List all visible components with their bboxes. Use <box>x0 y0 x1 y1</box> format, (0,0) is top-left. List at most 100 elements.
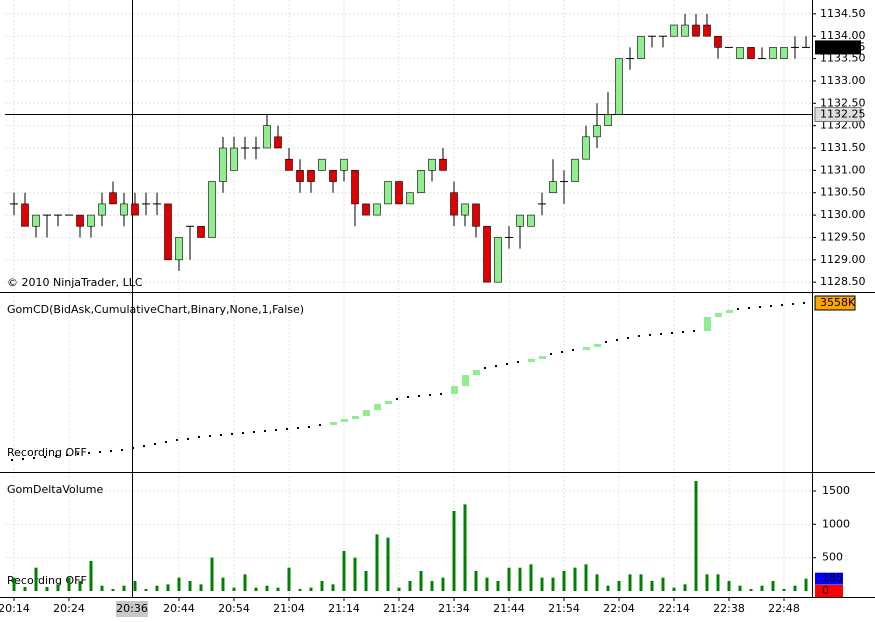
candle-body <box>461 203 469 216</box>
volume-bar <box>144 589 148 591</box>
indicator-title: GomDeltaVolume <box>7 483 103 496</box>
cumulative-delta-mark <box>759 306 761 308</box>
volume-bar <box>122 585 126 591</box>
indicator-title: GomCD(BidAsk,CumulativeChart,Binary,None… <box>7 303 304 316</box>
candle-body <box>98 203 106 216</box>
crosshair-price-label: 1132.25 <box>820 107 866 120</box>
cumulative-delta-mark <box>583 347 590 350</box>
volume-bar <box>331 584 335 591</box>
cumulative-delta-mark <box>649 334 651 336</box>
candle-body <box>472 203 480 227</box>
candle-body <box>120 203 128 216</box>
volume-bar <box>67 577 71 591</box>
volume-bar <box>265 585 269 591</box>
last-value-label: 3558K <box>820 296 856 309</box>
cumulative-delta-mark <box>77 453 79 455</box>
last-price-label: 1133.75 <box>820 40 866 53</box>
x-tick-label: 20:14 <box>0 602 30 615</box>
cumulative-delta-mark <box>143 445 145 447</box>
cumulative-delta-mark <box>11 459 13 461</box>
candle-body <box>109 192 117 205</box>
volume-bar <box>12 577 16 591</box>
cumulative-delta-mark <box>374 404 381 410</box>
volume-bar <box>485 577 489 591</box>
x-tick-label: 20:44 <box>163 602 195 615</box>
volume-bar <box>738 585 742 591</box>
candle-body <box>274 136 282 149</box>
candle-body <box>494 237 502 283</box>
cumulative-delta-mark <box>561 351 563 353</box>
candle-body <box>362 203 370 216</box>
volume-bar <box>155 585 159 591</box>
volume-bar <box>111 589 115 591</box>
cumulative-delta-mark <box>737 308 739 310</box>
cumulative-delta-mark <box>220 434 222 436</box>
volume-bar <box>771 581 775 591</box>
cumulative-delta-mark <box>363 410 370 416</box>
cumulative-delta-mark <box>264 430 266 432</box>
volume-bar <box>298 589 302 591</box>
y-tick-label: 1133.50 <box>820 52 866 65</box>
candle-body <box>87 214 95 227</box>
candle-body <box>571 158 579 182</box>
candle-body <box>318 158 326 171</box>
cumulative-delta-mark <box>286 428 288 430</box>
cumulative-delta-mark <box>440 393 442 395</box>
volume-bar <box>617 581 621 591</box>
volume-bar <box>419 571 423 591</box>
candle-body <box>604 114 612 126</box>
cumulative-delta-mark <box>88 452 90 454</box>
x-tick-label: 22:04 <box>603 602 635 615</box>
volume-bar <box>672 587 676 591</box>
volume-bar <box>397 587 401 591</box>
cumulative-delta-mark <box>110 450 112 452</box>
candle-body <box>296 170 304 182</box>
candle-body <box>736 47 744 59</box>
candle-body <box>373 203 381 216</box>
candle-body <box>582 136 590 160</box>
volume-bar <box>452 511 456 591</box>
cumulative-delta-mark <box>616 339 618 341</box>
cumulative-delta-mark <box>165 441 167 443</box>
volume-bar <box>45 587 49 591</box>
candle-body <box>692 24 700 37</box>
volume-bar <box>804 578 808 591</box>
copyright: © 2010 NinjaTrader, LLC <box>7 276 143 289</box>
volume-bar <box>243 574 247 591</box>
cumulative-delta-mark <box>275 429 277 431</box>
volume-bar <box>441 577 445 591</box>
cumulative-delta-mark <box>319 424 321 426</box>
status-label: Recording OFF <box>7 574 87 587</box>
y-tick-label: 1000 <box>822 517 850 530</box>
cumulative-delta-mark <box>638 335 640 337</box>
candle-body <box>340 158 348 171</box>
cumulative-delta-mark <box>462 375 469 386</box>
cumulative-delta-mark <box>627 337 629 339</box>
candle-body <box>428 158 436 171</box>
volume-bar <box>254 587 258 591</box>
cumulative-delta-mark <box>506 363 508 365</box>
cumulative-delta-mark <box>715 313 722 317</box>
candle-body <box>384 181 392 205</box>
volume-bar <box>782 589 786 591</box>
cumulative-delta-mark <box>429 394 431 396</box>
candle-body <box>21 203 29 227</box>
x-tick-label: 21:54 <box>548 602 580 615</box>
crosshair-time-box <box>116 601 148 617</box>
last-price-box <box>815 40 861 55</box>
candle-body <box>516 214 524 227</box>
volume-bar <box>320 581 324 591</box>
candle-body <box>780 47 788 59</box>
cumulative-delta-mark <box>605 341 607 343</box>
cumulative-delta-mark <box>418 395 420 397</box>
candle-body <box>747 47 755 59</box>
volume-bar <box>89 561 93 591</box>
x-tick-label: 21:44 <box>493 602 525 615</box>
y-tick-label: 1130.50 <box>820 186 866 199</box>
volume-bar <box>353 557 357 591</box>
volume-bar <box>221 577 225 591</box>
volume-bar <box>639 574 643 591</box>
volume-bar <box>100 585 104 591</box>
volume-bar <box>540 577 544 591</box>
